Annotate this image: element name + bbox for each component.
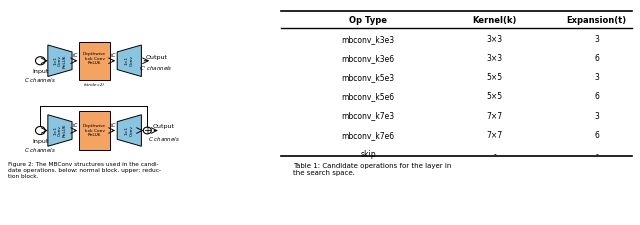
- Text: $C$ channels: $C$ channels: [24, 76, 56, 85]
- Text: Depthwise
kxk Conv
ReLU6: Depthwise kxk Conv ReLU6: [83, 52, 106, 65]
- Text: Figure 2: The MBConv structures used in the candi-
date operations. below: norma: Figure 2: The MBConv structures used in …: [8, 162, 161, 179]
- Polygon shape: [117, 45, 141, 76]
- Text: 1×1
Conv
ReLU6: 1×1 Conv ReLU6: [53, 124, 67, 137]
- Text: 3×3: 3×3: [486, 35, 502, 44]
- Text: $C$ channels: $C$ channels: [24, 146, 56, 154]
- Text: 7×7: 7×7: [486, 131, 502, 140]
- Text: 1×1
Conv
ReLU6: 1×1 Conv ReLU6: [53, 54, 67, 68]
- Text: skip: skip: [360, 150, 376, 159]
- Text: 5×5: 5×5: [486, 73, 502, 82]
- Text: 1×1
Conv: 1×1 Conv: [125, 55, 134, 66]
- Text: Output: Output: [153, 124, 175, 129]
- Text: -: -: [595, 150, 598, 159]
- Text: $tC$: $tC$: [72, 51, 79, 59]
- Text: $tC$: $tC$: [72, 121, 79, 129]
- Text: $C$ channels: $C$ channels: [148, 135, 180, 143]
- Text: 6: 6: [594, 131, 599, 140]
- Text: Kernel(k): Kernel(k): [472, 16, 517, 25]
- Text: mbconv_k7e3: mbconv_k7e3: [342, 112, 395, 121]
- Text: Input: Input: [32, 139, 49, 144]
- Text: Table 1: Candidate operations for the layer in
the search space.: Table 1: Candidate operations for the la…: [292, 163, 451, 176]
- Text: mbconv_k5e3: mbconv_k5e3: [342, 73, 395, 82]
- Text: 6: 6: [594, 54, 599, 63]
- Text: 3: 3: [594, 73, 599, 82]
- Bar: [79, 42, 110, 80]
- Circle shape: [35, 57, 45, 65]
- Text: mbconv_k5e6: mbconv_k5e6: [342, 92, 395, 101]
- Polygon shape: [48, 45, 72, 76]
- Text: -: -: [493, 150, 496, 159]
- Text: +: +: [143, 126, 151, 135]
- Text: mbconv_k7e6: mbconv_k7e6: [342, 131, 395, 140]
- Polygon shape: [117, 115, 141, 146]
- Text: 1×1
Conv: 1×1 Conv: [125, 125, 134, 136]
- Text: 3: 3: [594, 112, 599, 121]
- Bar: [79, 111, 110, 150]
- Text: $tC$: $tC$: [110, 51, 117, 59]
- Text: Input: Input: [32, 69, 49, 74]
- Text: 3×3: 3×3: [486, 54, 502, 63]
- Text: mbconv_k3e3: mbconv_k3e3: [342, 35, 395, 44]
- Text: $C'$ channels: $C'$ channels: [140, 65, 173, 73]
- Text: (stride=2): (stride=2): [84, 83, 105, 87]
- Text: 3: 3: [594, 35, 599, 44]
- Text: Output: Output: [145, 55, 167, 60]
- Text: Op Type: Op Type: [349, 16, 387, 25]
- Text: 7×7: 7×7: [486, 112, 502, 121]
- Polygon shape: [48, 115, 72, 146]
- Text: mbconv_k3e6: mbconv_k3e6: [342, 54, 395, 63]
- Circle shape: [143, 127, 151, 134]
- Text: 6: 6: [594, 92, 599, 101]
- Text: 5×5: 5×5: [486, 92, 502, 101]
- Text: $tC$: $tC$: [110, 121, 117, 129]
- Text: Expansion(t): Expansion(t): [566, 16, 627, 25]
- Circle shape: [35, 126, 45, 135]
- Text: Depthwise
kxk Conv
ReLU6: Depthwise kxk Conv ReLU6: [83, 124, 106, 137]
